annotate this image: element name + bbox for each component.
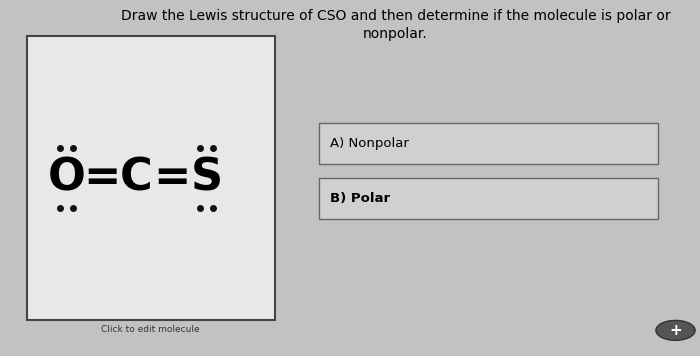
FancyBboxPatch shape xyxy=(27,36,275,320)
Text: Draw the Lewis structure of CSO and then determine if the molecule is polar or
n: Draw the Lewis structure of CSO and then… xyxy=(120,9,671,41)
Text: +: + xyxy=(669,323,682,338)
Text: O: O xyxy=(48,157,85,199)
Text: A) Nonpolar: A) Nonpolar xyxy=(330,137,410,150)
Text: Click to edit molecule: Click to edit molecule xyxy=(102,325,200,334)
Text: B) Polar: B) Polar xyxy=(330,192,391,205)
Text: C: C xyxy=(120,157,153,199)
FancyBboxPatch shape xyxy=(318,178,658,219)
Circle shape xyxy=(656,320,695,340)
Text: =: = xyxy=(153,157,190,199)
FancyBboxPatch shape xyxy=(318,123,658,164)
Text: =: = xyxy=(83,157,120,199)
Text: S: S xyxy=(190,157,223,199)
